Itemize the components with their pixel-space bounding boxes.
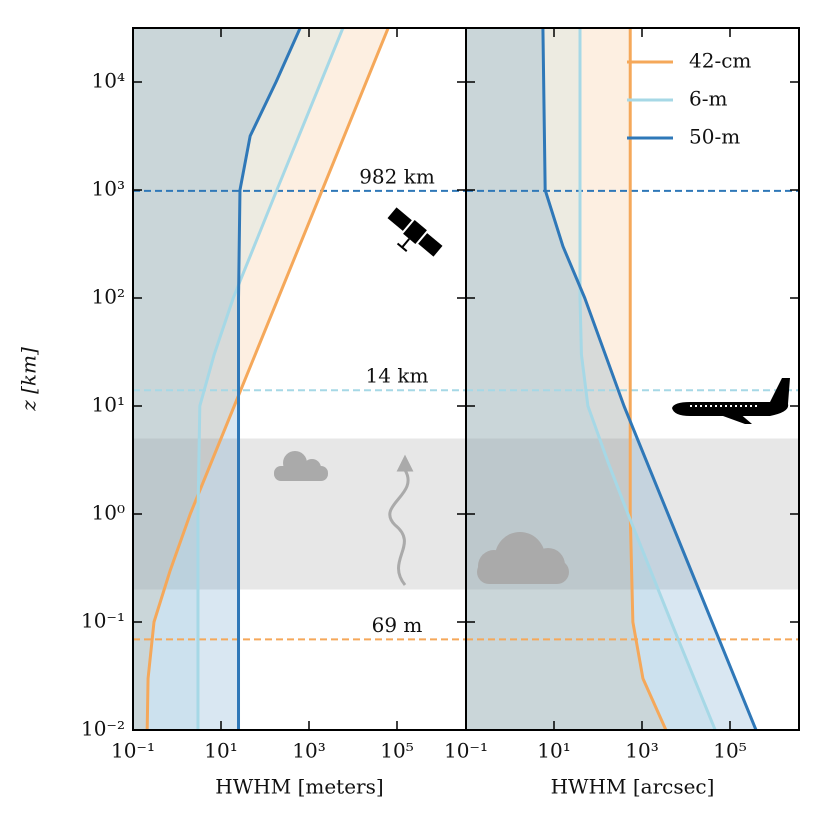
reference-label: 982 km	[359, 164, 435, 188]
turbulence-arrow	[388, 454, 414, 586]
axes-frame	[465, 27, 800, 731]
y-tick-label: 10²	[92, 285, 125, 309]
y-axis-label: z [km]	[17, 347, 41, 412]
x-axis-label: HWHM [arcsec]	[551, 775, 715, 799]
x-tick-label: 10⁵	[380, 739, 413, 763]
area	[133, 28, 389, 730]
reference-label: 69 m	[372, 613, 423, 637]
line	[578, 28, 717, 730]
reference-label: 14 km	[366, 364, 429, 388]
x-tick-label: 10³	[292, 739, 325, 763]
satellite-icon	[387, 207, 443, 257]
line	[541, 28, 758, 730]
line	[196, 28, 345, 730]
legend-label: 50-m	[689, 125, 740, 149]
line	[145, 28, 390, 730]
line	[237, 28, 302, 730]
cloud-icon	[477, 532, 569, 584]
y-tick-label: 10⁴	[92, 69, 125, 93]
x-tick-label: 10⁻¹	[444, 739, 488, 763]
line	[628, 28, 668, 730]
legend-label: 42-cm	[689, 49, 751, 73]
x-tick-label: 10³	[625, 739, 658, 763]
y-tick-label: 10⁻¹	[81, 609, 125, 633]
x-tick-label: 10¹	[537, 739, 570, 763]
panel	[466, 28, 799, 730]
cloud-icon	[274, 451, 328, 481]
y-tick-label: 10³	[92, 177, 125, 201]
x-tick-label: 10¹	[204, 739, 237, 763]
airplane-icon	[672, 378, 790, 424]
y-tick-label: 10⁰	[92, 501, 125, 525]
x-axis-label: HWHM [meters]	[215, 775, 383, 799]
legend-label: 6-m	[689, 87, 727, 111]
icons	[274, 207, 790, 586]
x-tick-label: 10⁵	[713, 739, 746, 763]
y-tick-label: 10⁻²	[81, 717, 125, 741]
y-tick-label: 10¹	[92, 393, 125, 417]
x-tick-label: 10⁻¹	[111, 739, 155, 763]
area	[133, 28, 343, 730]
